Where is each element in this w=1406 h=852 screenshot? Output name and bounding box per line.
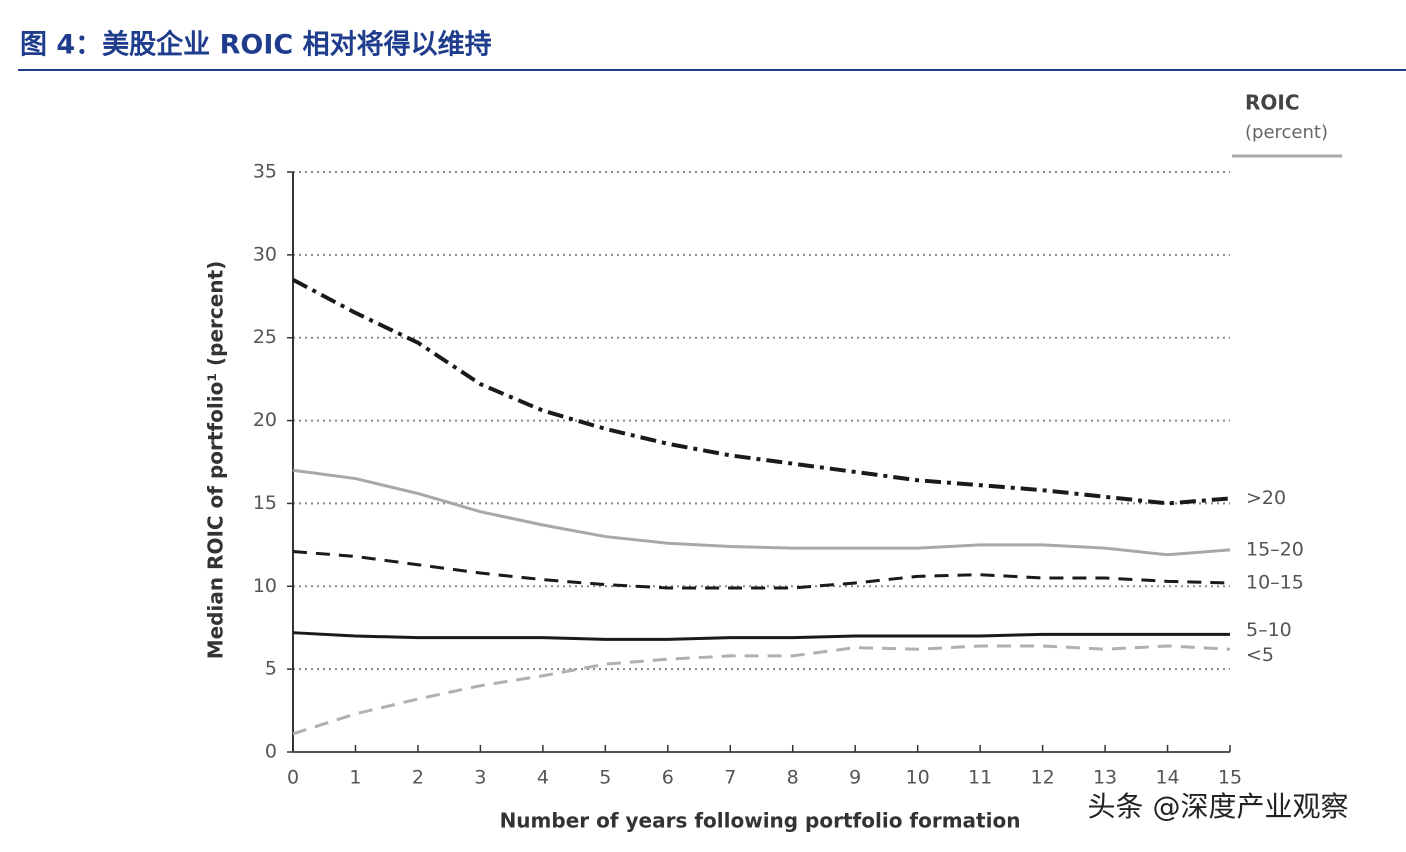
y-tick-label: 15 xyxy=(253,492,277,514)
series-label: <5 xyxy=(1246,644,1274,666)
x-tick-label: 1 xyxy=(349,767,361,789)
y-tick-label: 5 xyxy=(265,658,277,680)
series-label: 15–20 xyxy=(1246,538,1304,560)
x-tick-label: 15 xyxy=(1218,767,1242,789)
x-tick-label: 8 xyxy=(787,767,799,789)
x-tick-label: 4 xyxy=(537,767,549,789)
series-line xyxy=(292,468,1231,557)
series-label: 5–10 xyxy=(1246,619,1292,641)
series-label: 10–15 xyxy=(1246,571,1304,593)
series-label: >20 xyxy=(1246,487,1286,509)
watermark: 头条 @深度产业观察 xyxy=(1088,790,1349,823)
x-tick-label: 6 xyxy=(662,767,674,789)
y-tick-label: 20 xyxy=(253,409,277,431)
series-line xyxy=(292,631,1230,641)
x-tick-label: 10 xyxy=(906,767,930,789)
x-tick-label: 14 xyxy=(1155,767,1179,789)
series-line xyxy=(292,644,1231,736)
x-tick-label: 7 xyxy=(724,767,736,789)
x-axis-label: Number of years following portfolio form… xyxy=(500,809,1021,833)
x-tick-label: 0 xyxy=(287,767,299,789)
y-axis-label: Median ROIC of portfolio¹ (percent) xyxy=(204,261,228,660)
series-line xyxy=(292,277,1231,506)
x-tick-label: 3 xyxy=(474,767,486,789)
series-line xyxy=(292,549,1231,590)
x-tick-label: 2 xyxy=(412,767,424,789)
x-tick-label: 5 xyxy=(599,767,611,789)
figure-title: 图 4：美股企业 ROIC 相对将得以维持 xyxy=(20,29,492,61)
x-tick-label: 13 xyxy=(1093,767,1117,789)
y-tick-label: 0 xyxy=(265,741,277,763)
legend-subtitle: (percent) xyxy=(1245,122,1328,143)
y-tick-label: 25 xyxy=(253,326,277,348)
x-tick-label: 11 xyxy=(968,767,992,789)
x-tick-label: 12 xyxy=(1031,767,1055,789)
legend-title: ROIC xyxy=(1245,91,1300,115)
y-tick-label: 30 xyxy=(253,243,277,265)
y-tick-label: 10 xyxy=(253,575,277,597)
x-tick-label: 9 xyxy=(849,767,861,789)
y-tick-label: 35 xyxy=(253,161,277,183)
